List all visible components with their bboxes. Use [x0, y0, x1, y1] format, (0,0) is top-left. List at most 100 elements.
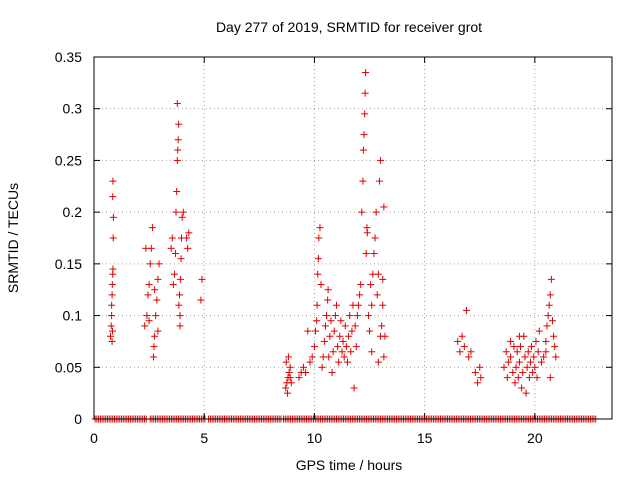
data-point — [460, 343, 468, 351]
data-point — [477, 374, 485, 382]
data-point — [548, 317, 556, 325]
data-point — [537, 358, 545, 366]
data-point — [146, 260, 154, 268]
data-point — [108, 312, 116, 320]
data-point — [476, 363, 484, 371]
data-point — [151, 332, 159, 340]
x-tick-label: 20 — [527, 430, 543, 446]
data-point — [109, 193, 117, 201]
data-point — [350, 384, 358, 392]
data-point — [175, 301, 183, 309]
data-point — [108, 291, 116, 299]
data-point — [359, 146, 367, 154]
data-point — [540, 353, 548, 361]
data-point — [518, 384, 526, 392]
data-point — [529, 368, 537, 376]
data-point — [183, 234, 191, 242]
data-point — [107, 322, 115, 330]
data-point — [510, 343, 518, 351]
data-point — [316, 224, 324, 232]
y-tick-label: 0.1 — [63, 308, 83, 324]
data-point — [321, 322, 329, 330]
y-tick-label: 0.3 — [63, 101, 83, 117]
gridlines — [94, 57, 612, 419]
data-point — [524, 348, 532, 356]
data-point — [310, 343, 318, 351]
data-point — [361, 110, 369, 118]
data-point — [534, 348, 542, 356]
data-point — [361, 89, 369, 97]
data-point — [513, 348, 521, 356]
data-point — [185, 229, 193, 237]
data-point — [509, 368, 517, 376]
data-point — [337, 317, 345, 325]
data-point — [351, 322, 359, 330]
data-point — [313, 317, 321, 325]
x-tick-label: 10 — [307, 430, 323, 446]
data-point — [313, 301, 321, 309]
data-point — [338, 348, 346, 356]
data-point — [521, 353, 529, 361]
data-point — [287, 379, 295, 387]
data-point — [282, 384, 290, 392]
data-point — [370, 250, 378, 258]
data-point — [328, 368, 336, 376]
data-point — [284, 353, 292, 361]
data-point — [514, 374, 522, 382]
data-point — [454, 337, 462, 345]
data-point — [504, 358, 512, 366]
data-point — [308, 353, 316, 361]
data-point — [295, 374, 303, 382]
data-point — [507, 337, 515, 345]
data-point — [356, 291, 364, 299]
data-point — [377, 156, 385, 164]
data-point — [368, 301, 376, 309]
data-point — [285, 368, 293, 376]
data-point — [551, 343, 559, 351]
data-point — [515, 332, 523, 340]
data-point — [176, 291, 184, 299]
data-point — [331, 312, 339, 320]
data-point — [314, 270, 322, 278]
data-point — [108, 337, 116, 345]
data-point — [109, 265, 117, 273]
data-point — [379, 275, 387, 283]
data-point — [342, 343, 350, 351]
chart-title: Day 277 of 2019, SRMTID for receiver gro… — [216, 19, 482, 35]
data-point — [109, 327, 117, 335]
data-point — [197, 296, 205, 304]
data-point — [330, 327, 338, 335]
data-point — [375, 177, 383, 185]
data-point — [526, 358, 534, 366]
data-point — [324, 296, 332, 304]
data-point — [177, 255, 185, 263]
data-point — [299, 363, 307, 371]
data-point — [380, 353, 388, 361]
data-point — [528, 343, 536, 351]
data-point — [503, 374, 511, 382]
data-point — [543, 322, 551, 330]
data-point — [366, 327, 374, 335]
data-point — [512, 363, 520, 371]
data-point — [312, 327, 320, 335]
data-point — [544, 312, 552, 320]
data-point — [465, 353, 473, 361]
data-point — [145, 281, 153, 289]
data-point — [339, 337, 347, 345]
data-point — [176, 322, 184, 330]
data-point — [306, 358, 314, 366]
data-point — [353, 312, 361, 320]
data-point — [373, 291, 381, 299]
x-axis-label: GPS time / hours — [296, 457, 403, 473]
data-point — [355, 301, 363, 309]
data-point — [531, 363, 539, 371]
data-point — [155, 260, 163, 268]
data-point — [170, 270, 178, 278]
data-point — [519, 368, 527, 376]
data-point — [525, 374, 533, 382]
data-point — [511, 379, 519, 387]
data-point — [148, 224, 156, 232]
data-points — [107, 69, 560, 397]
data-point — [167, 244, 175, 252]
